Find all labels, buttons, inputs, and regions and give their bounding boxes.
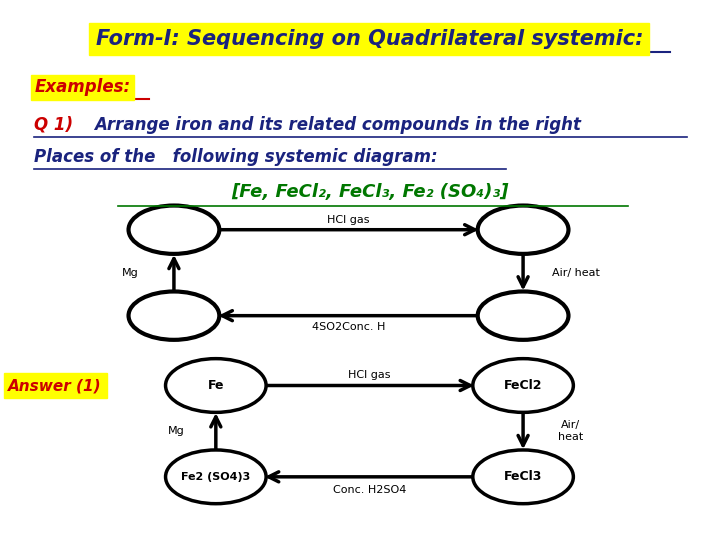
Text: Arrange iron and its related compounds in the right: Arrange iron and its related compounds i… bbox=[94, 116, 580, 134]
Text: Mg: Mg bbox=[168, 426, 184, 436]
Ellipse shape bbox=[477, 292, 569, 340]
Text: FeCl2: FeCl2 bbox=[504, 379, 542, 392]
Text: 4SO2Conc. H: 4SO2Conc. H bbox=[312, 322, 385, 333]
Ellipse shape bbox=[166, 450, 266, 504]
Ellipse shape bbox=[477, 206, 569, 254]
Text: Conc. H2SO4: Conc. H2SO4 bbox=[333, 485, 406, 495]
Text: HCl gas: HCl gas bbox=[328, 215, 370, 225]
Text: HCl gas: HCl gas bbox=[348, 370, 391, 380]
Ellipse shape bbox=[129, 292, 220, 340]
Text: Q 1): Q 1) bbox=[35, 116, 73, 134]
Text: Form-I: Sequencing on Quadrilateral systemic:: Form-I: Sequencing on Quadrilateral syst… bbox=[96, 29, 643, 49]
Text: Examples:: Examples: bbox=[35, 78, 130, 96]
Ellipse shape bbox=[129, 206, 220, 254]
Text: Places of the   following systemic diagram:: Places of the following systemic diagram… bbox=[35, 148, 438, 166]
Text: Mg: Mg bbox=[122, 268, 139, 278]
Ellipse shape bbox=[473, 450, 573, 504]
Text: Air/ heat: Air/ heat bbox=[552, 268, 599, 278]
Text: Fe2 (SO4)3: Fe2 (SO4)3 bbox=[181, 472, 251, 482]
Text: Answer (1): Answer (1) bbox=[9, 378, 102, 393]
Text: Air/
heat: Air/ heat bbox=[558, 420, 583, 442]
Text: Fe: Fe bbox=[207, 379, 224, 392]
Ellipse shape bbox=[473, 359, 573, 413]
Text: FeCl3: FeCl3 bbox=[504, 470, 542, 483]
Ellipse shape bbox=[166, 359, 266, 413]
Text: [Fe, FeCl₂, FeCl₃, Fe₂ (SO₄)₃]: [Fe, FeCl₂, FeCl₃, Fe₂ (SO₄)₃] bbox=[230, 183, 508, 201]
